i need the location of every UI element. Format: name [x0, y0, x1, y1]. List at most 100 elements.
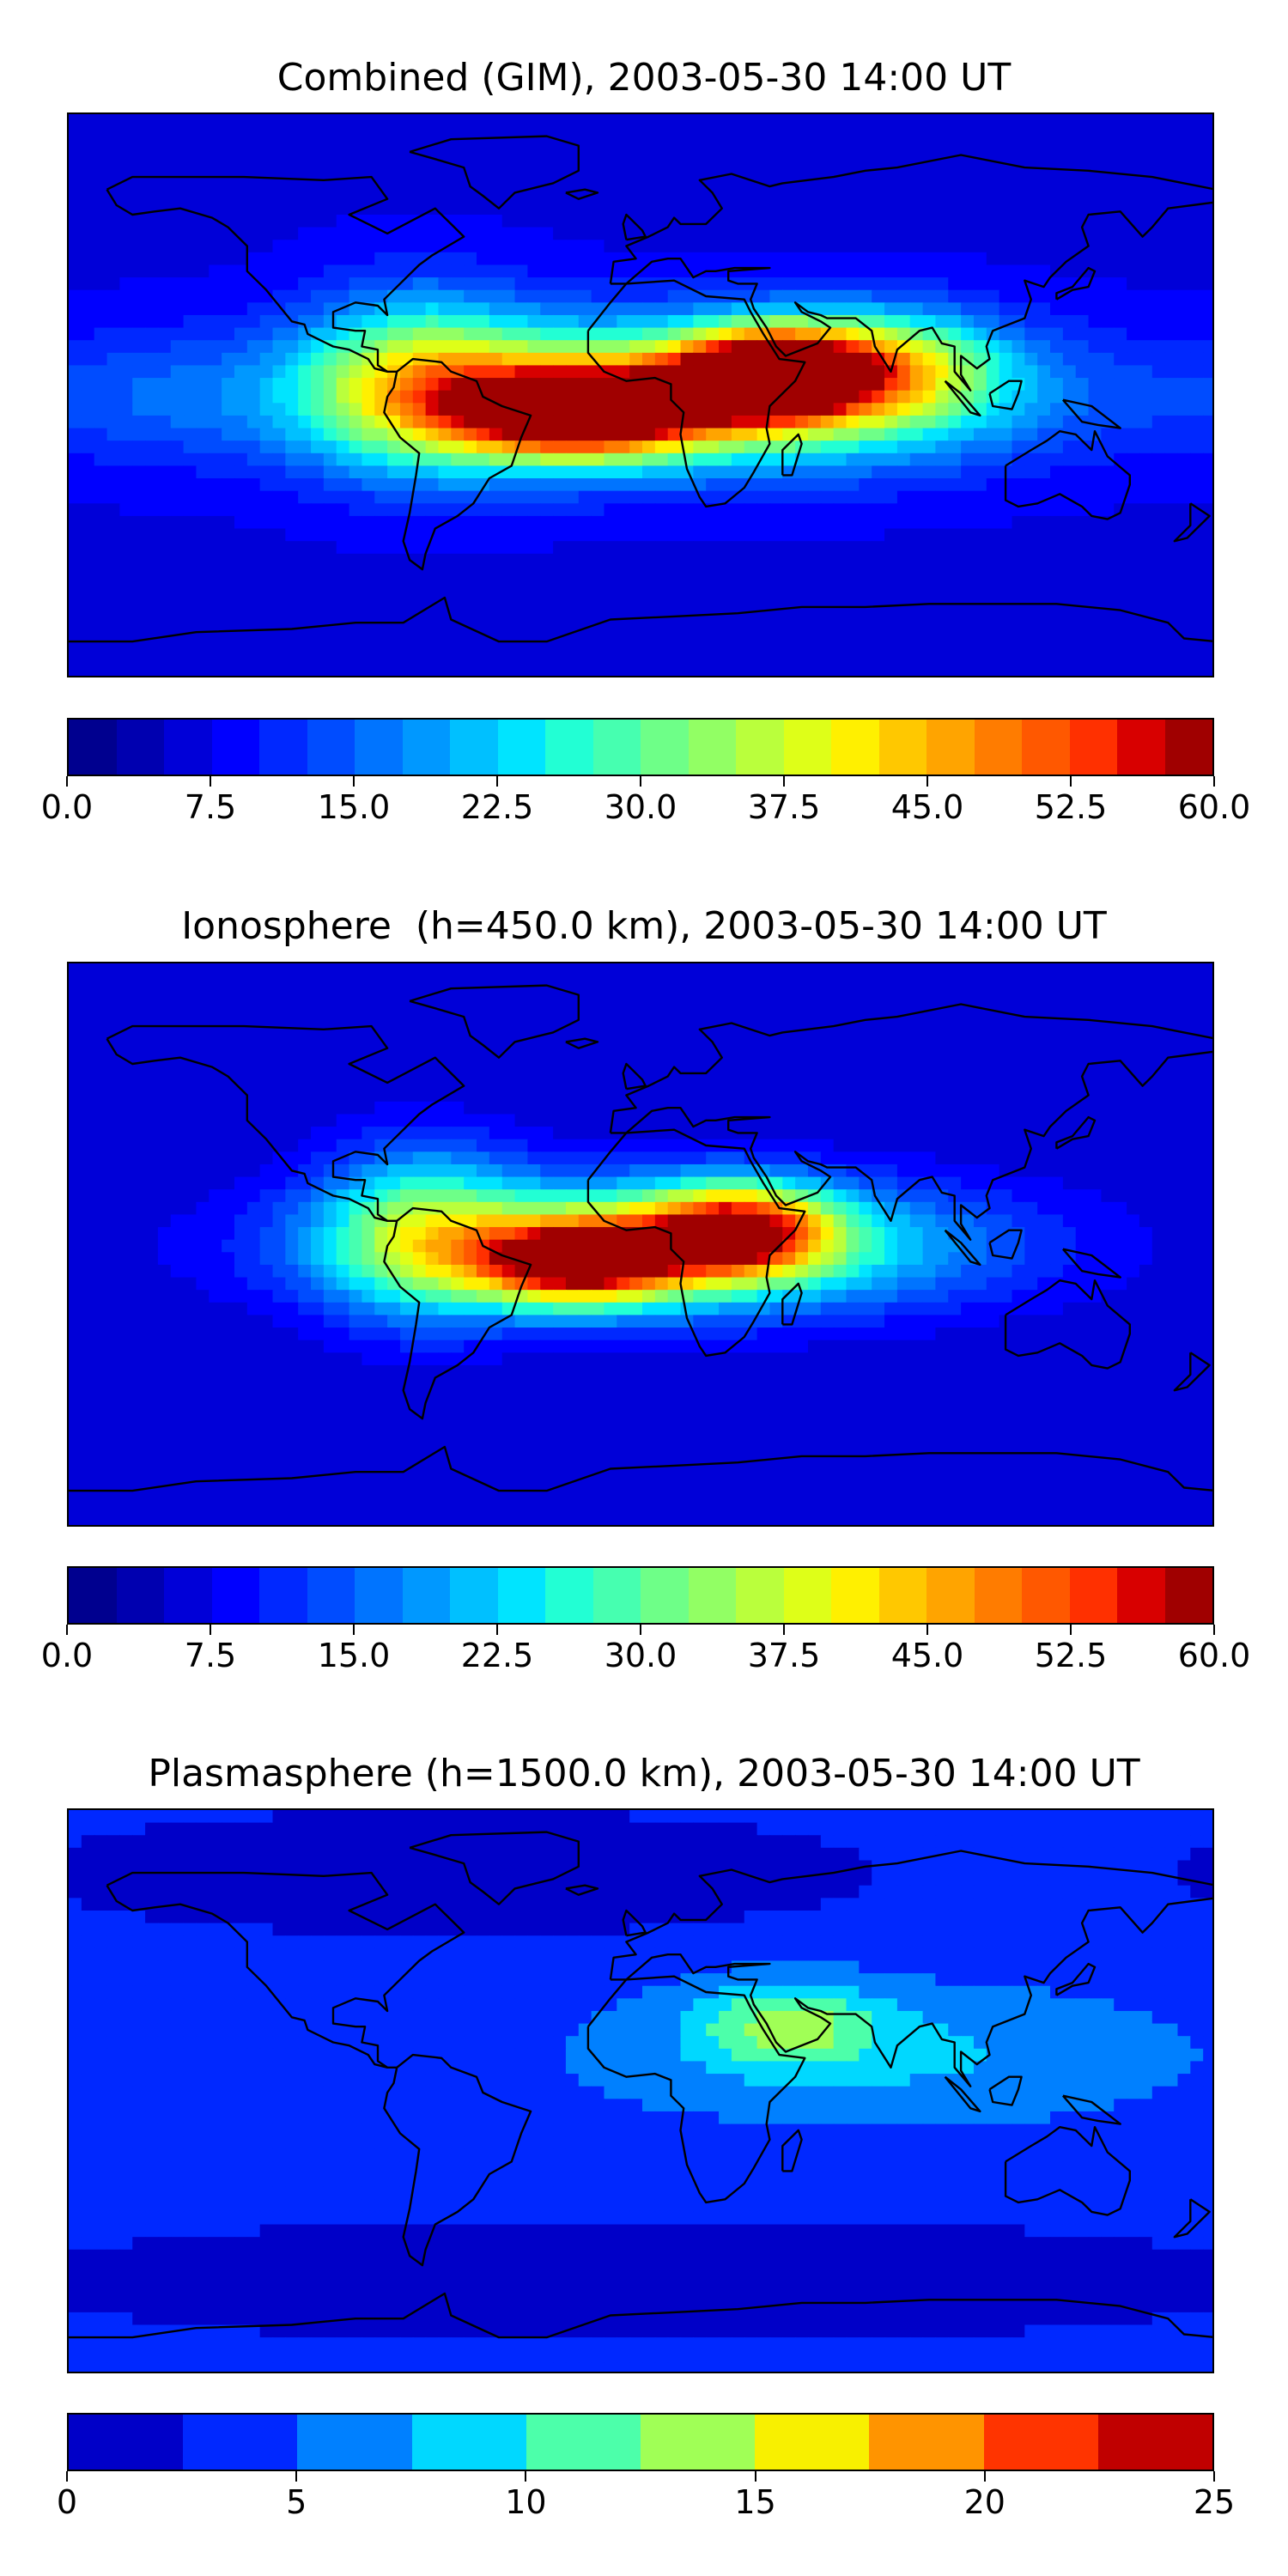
- heatmap-cell: [642, 240, 656, 253]
- heatmap-cell: [259, 591, 274, 605]
- heatmap-cell: [553, 177, 567, 191]
- heatmap-cell: [884, 314, 898, 329]
- heatmap-cell: [731, 227, 745, 240]
- heatmap-cell: [540, 327, 554, 341]
- heatmap-cell: [425, 963, 440, 977]
- heatmap-cell: [922, 189, 937, 203]
- heatmap-cell: [285, 515, 299, 530]
- heatmap-cell: [744, 566, 758, 580]
- heatmap-cell: [489, 390, 503, 404]
- heatmap-cell: [846, 490, 860, 504]
- heatmap-cell: [298, 478, 312, 492]
- heatmap-cell: [896, 1000, 911, 1015]
- heatmap-cell: [731, 566, 745, 580]
- heatmap-cell: [170, 975, 185, 989]
- heatmap-cell: [846, 515, 860, 530]
- heatmap-cell: [170, 1026, 185, 1040]
- heatmap-cell: [298, 164, 312, 178]
- heatmap-cell: [183, 1026, 197, 1040]
- heatmap-cell: [336, 151, 350, 166]
- heatmap-cell: [859, 302, 872, 316]
- heatmap-cell: [323, 390, 337, 404]
- heatmap-cell: [1177, 653, 1191, 667]
- heatmap-cell: [514, 515, 528, 530]
- heatmap-cell: [1127, 541, 1140, 555]
- heatmap-cell: [349, 189, 363, 203]
- heatmap-cell: [769, 314, 783, 329]
- heatmap-cell: [170, 378, 185, 392]
- heatmap-cell: [1037, 264, 1051, 278]
- heatmap-cell: [744, 528, 758, 542]
- heatmap-cell: [81, 227, 95, 240]
- heatmap-cell: [744, 327, 758, 341]
- heatmap-cell: [1062, 264, 1077, 278]
- heatmap-cell: [706, 252, 720, 266]
- heatmap-cell: [259, 616, 274, 630]
- heatmap-cell: [667, 988, 682, 1002]
- heatmap-cell: [399, 403, 414, 416]
- heatmap-cell: [553, 365, 567, 379]
- heatmap-cell: [642, 553, 656, 567]
- heatmap-cell: [872, 528, 885, 542]
- heatmap-cell: [1012, 591, 1025, 605]
- heatmap-cell: [183, 240, 197, 253]
- heatmap-cell: [846, 327, 860, 341]
- heatmap-cell: [81, 378, 95, 392]
- heatmap-cell: [501, 340, 516, 354]
- heatmap-cell: [145, 264, 159, 278]
- heatmap-cell: [859, 403, 872, 416]
- heatmap-cell: [693, 553, 707, 567]
- heatmap-cell: [272, 1063, 286, 1078]
- heatmap-cell: [1127, 114, 1140, 128]
- heatmap-cell: [744, 515, 758, 530]
- heatmap-cell: [157, 440, 172, 454]
- heatmap-cell: [477, 302, 490, 316]
- heatmap-cell: [833, 428, 848, 441]
- heatmap-cell: [680, 289, 694, 303]
- heatmap-cell: [973, 314, 987, 329]
- colorbar-segment: [1022, 720, 1070, 775]
- heatmap-cell: [986, 478, 1000, 492]
- heatmap-cell: [706, 352, 720, 367]
- heatmap-cell: [935, 428, 949, 441]
- heatmap-cell: [1164, 541, 1179, 555]
- heatmap-cell: [451, 202, 465, 216]
- heatmap-cell: [222, 666, 235, 676]
- heatmap-cell: [1190, 289, 1204, 303]
- heatmap-cell: [872, 302, 885, 316]
- heatmap-cell: [399, 177, 414, 191]
- heatmap-cell: [1151, 126, 1166, 140]
- heatmap-cell: [349, 1026, 363, 1040]
- heatmap-cell: [361, 515, 375, 530]
- heatmap-cell: [272, 629, 286, 642]
- heatmap-cell: [884, 478, 898, 492]
- heatmap-cell: [1151, 963, 1166, 977]
- heatmap-cell: [617, 553, 630, 567]
- heatmap-cell: [896, 177, 911, 191]
- heatmap-cell: [94, 177, 108, 191]
- heatmap-cell: [667, 390, 682, 404]
- heatmap-cell: [922, 177, 937, 191]
- heatmap-cell: [540, 415, 554, 429]
- heatmap-cell: [1037, 314, 1051, 329]
- heatmap-cell: [578, 604, 592, 617]
- heatmap-cell: [706, 415, 720, 429]
- heatmap-cell: [361, 1000, 375, 1015]
- heatmap-cell: [769, 378, 783, 392]
- heatmap-cell: [425, 453, 440, 467]
- heatmap-cell: [553, 988, 567, 1002]
- heatmap-cell: [1101, 641, 1115, 655]
- heatmap-cell: [654, 126, 669, 140]
- heatmap-cell: [387, 139, 401, 153]
- heatmap-cell: [94, 453, 108, 467]
- heatmap-cell: [846, 1063, 860, 1078]
- heatmap-cell: [1114, 340, 1127, 354]
- heatmap-cell: [311, 1038, 325, 1052]
- heatmap-cell: [1024, 591, 1038, 605]
- heatmap-cell: [157, 428, 172, 441]
- heatmap-cell: [81, 566, 95, 580]
- heatmap-cell: [69, 616, 82, 630]
- heatmap-cell: [1101, 352, 1115, 367]
- heatmap-cell: [1190, 139, 1204, 153]
- heatmap-cell: [1088, 289, 1102, 303]
